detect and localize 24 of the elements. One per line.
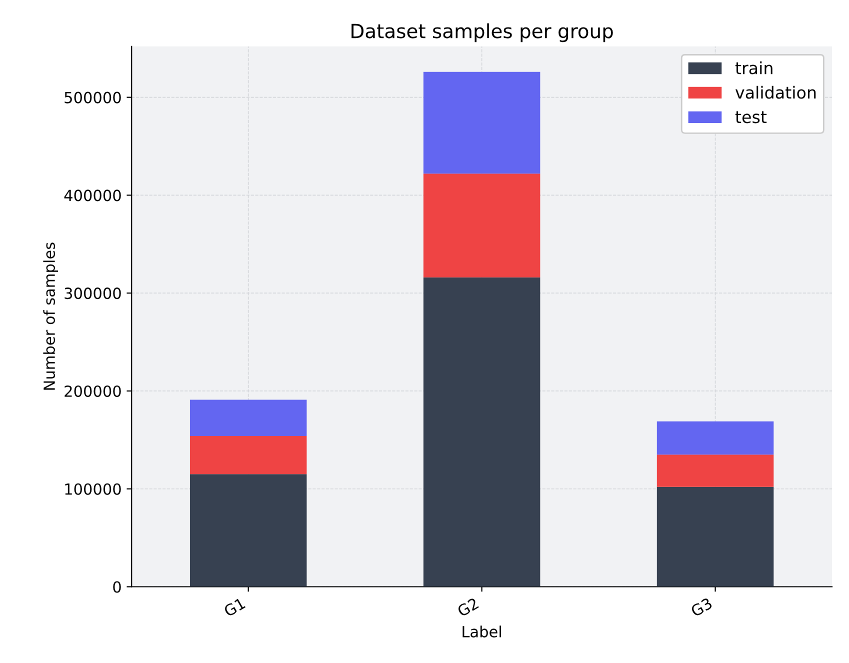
bar [423,174,540,278]
y-axis-title: Number of samples [43,242,58,390]
y-tick-label: 400000 [64,190,121,202]
bar [423,277,540,587]
x-tick-label: G3 [690,597,713,618]
bar [656,486,774,587]
x-tick-label: G2 [456,597,480,618]
y-tick-label: 300000 [64,288,121,300]
x-tick-label: G1 [223,597,246,618]
y-tick-label: 200000 [64,385,121,397]
y-tick-label: 0 [113,581,121,593]
legend-label: validation [735,86,816,99]
x-axis-title: Label [462,626,501,638]
legend-label: test [735,111,767,124]
bar [656,421,774,455]
legend-label: train [735,61,772,74]
y-tick-label: 500000 [64,92,121,104]
y-tick-label: 100000 [65,483,121,495]
bar [423,72,540,174]
chart-title: Dataset samples per group [352,23,613,42]
bar [656,454,774,487]
bar [190,400,307,436]
bar [190,474,307,587]
bar [190,436,307,474]
